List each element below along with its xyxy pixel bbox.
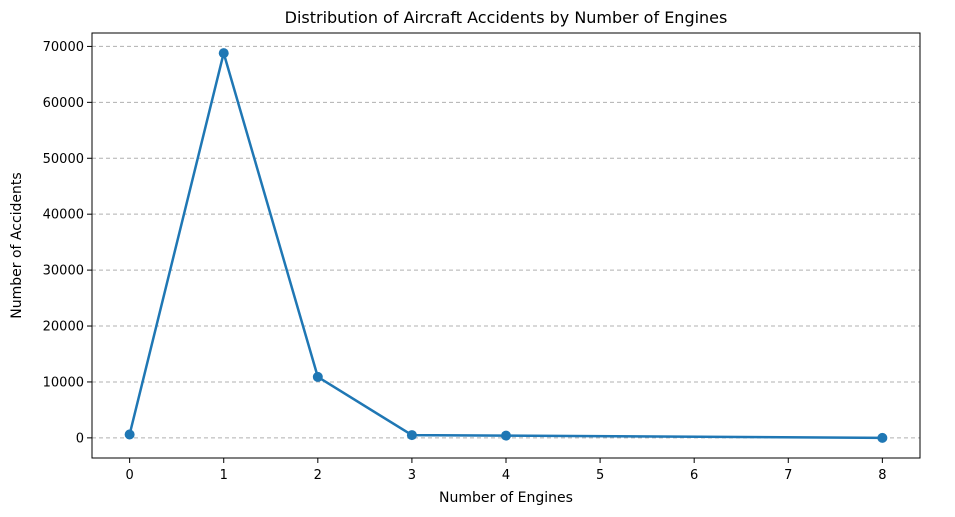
plot-frame bbox=[91, 32, 921, 459]
x-tick-label: 4 bbox=[502, 468, 510, 483]
data-point bbox=[312, 371, 323, 382]
y-tick-label: 30000 bbox=[43, 264, 84, 279]
x-axis-label: Number of Engines bbox=[439, 490, 573, 506]
y-tick-label: 60000 bbox=[43, 96, 84, 111]
x-tick-label: 1 bbox=[220, 468, 228, 483]
data-point bbox=[406, 430, 417, 441]
chart-title: Distribution of Aircraft Accidents by Nu… bbox=[285, 8, 728, 27]
y-tick-label: 50000 bbox=[43, 152, 84, 167]
y-tick-label: 10000 bbox=[43, 375, 84, 390]
data-point bbox=[501, 430, 511, 441]
x-tick-label: 8 bbox=[878, 468, 886, 483]
x-tick-label: 0 bbox=[125, 468, 133, 483]
data-point bbox=[124, 429, 135, 440]
y-tick-label: 0 bbox=[76, 431, 84, 446]
y-tick-label: 70000 bbox=[43, 40, 84, 55]
series-line bbox=[128, 51, 883, 440]
data-point bbox=[218, 48, 229, 59]
data-point bbox=[877, 432, 888, 443]
ticks-layer: 0 10000 20000 30000 40000 50000 60000 70000 0 1 2 3… bbox=[43, 40, 887, 483]
x-tick-label: 2 bbox=[314, 468, 322, 483]
x-tick-label: 5 bbox=[596, 468, 604, 483]
y-tick-label: 40000 bbox=[43, 208, 84, 223]
x-tick-label: 3 bbox=[408, 468, 416, 483]
grid-layer bbox=[92, 45, 920, 439]
y-tick-label: 20000 bbox=[43, 320, 84, 335]
x-tick-label: 6 bbox=[690, 468, 698, 483]
y-axis-label: Number of Accidents bbox=[9, 172, 25, 318]
x-tick-label: 7 bbox=[784, 468, 792, 483]
series-layer bbox=[124, 48, 888, 443]
